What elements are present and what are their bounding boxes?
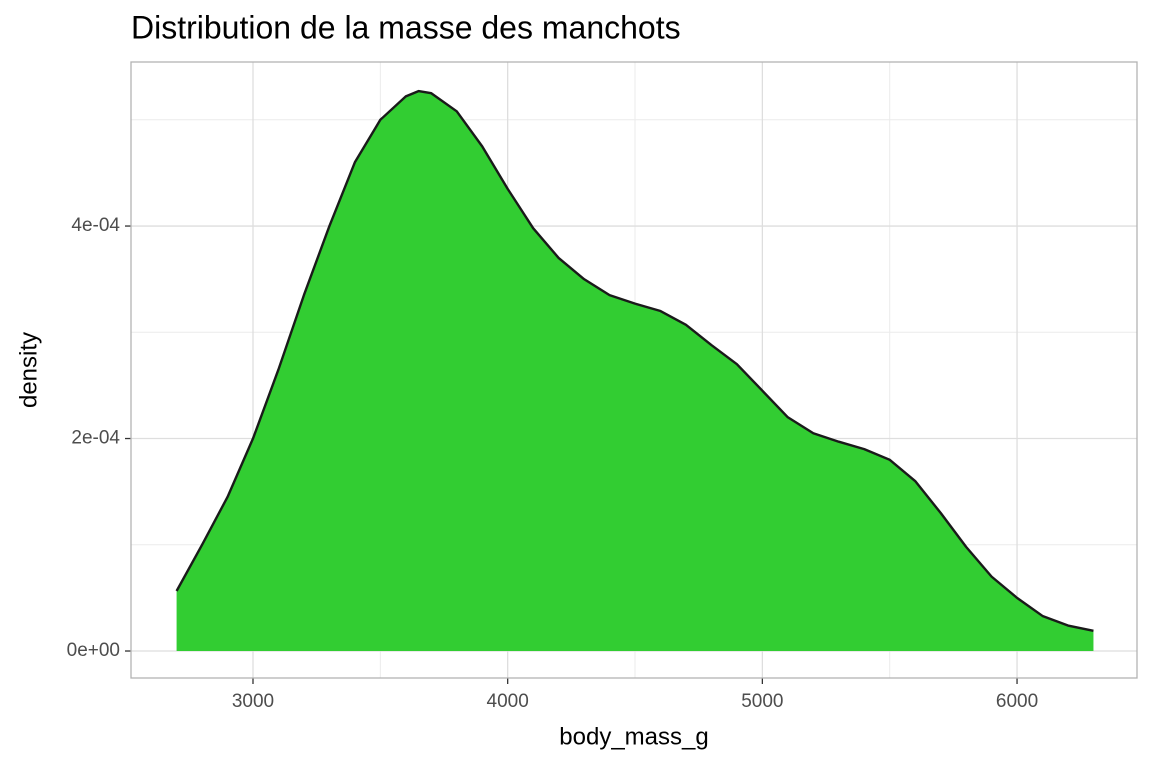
x-tick-label: 3000: [232, 691, 274, 712]
panel-border: [130, 61, 1138, 679]
density-line: [175, 89, 1094, 633]
x-tick-label: 4000: [487, 691, 529, 712]
density-area: [176, 91, 1094, 652]
x-tick-label: 5000: [741, 691, 783, 712]
chart-title: Distribution de la masse des manchots: [131, 9, 681, 45]
y-tick-label: 2e-04: [71, 428, 120, 449]
y-axis-label: density: [15, 332, 42, 408]
x-axis-label: body_mass_g: [559, 723, 708, 750]
x-tick-label: 6000: [996, 691, 1038, 712]
y-tick-label: 4e-04: [71, 215, 120, 236]
y-tick-label: 0e+00: [67, 640, 120, 661]
